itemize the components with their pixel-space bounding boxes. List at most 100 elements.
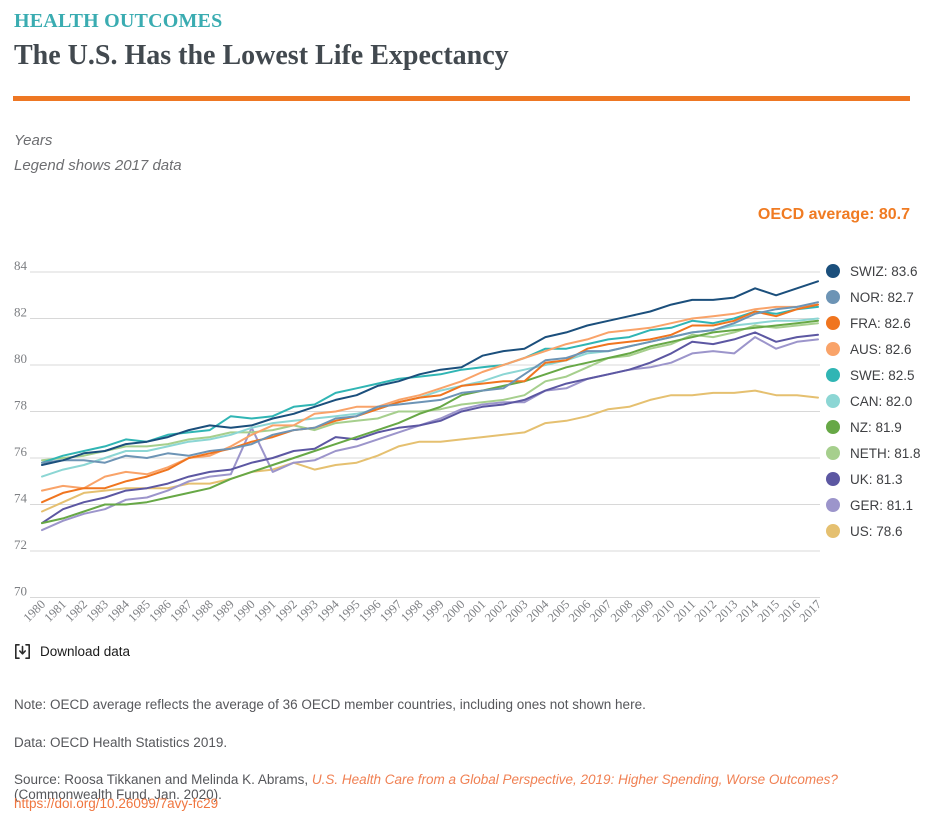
svg-text:2001: 2001 <box>461 597 489 625</box>
legend-item-NOR: NOR: 82.7 <box>826 284 921 310</box>
svg-text:74: 74 <box>14 491 28 506</box>
download-data-label: Download data <box>40 644 131 659</box>
series-line-GER <box>41 336 819 532</box>
svg-text:2008: 2008 <box>608 597 636 625</box>
grid <box>30 271 820 598</box>
legend-item-AUS: AUS: 82.6 <box>826 336 921 362</box>
legend-dot-US <box>826 524 840 538</box>
svg-text:1986: 1986 <box>146 597 174 625</box>
svg-text:1981: 1981 <box>42 597 70 625</box>
legend-dot-NZ <box>826 420 840 434</box>
svg-text:1988: 1988 <box>188 597 216 625</box>
legend-label-FRA: FRA: 82.6 <box>850 315 911 331</box>
svg-text:2006: 2006 <box>566 597 594 625</box>
legend-label-NETH: NETH: 81.8 <box>850 445 921 461</box>
doi-link[interactable]: https://doi.org/10.26099/7avy-fc29 <box>14 796 219 811</box>
legend-dot-SWE <box>826 368 840 382</box>
series-line-UK <box>41 331 819 525</box>
series-line-AUS <box>41 303 819 492</box>
series-line-US <box>41 389 819 513</box>
svg-text:1995: 1995 <box>335 597 363 625</box>
legend-label-AUS: AUS: 82.6 <box>850 341 912 357</box>
svg-text:2015: 2015 <box>755 597 783 625</box>
svg-text:1991: 1991 <box>251 597 279 625</box>
svg-text:78: 78 <box>14 398 27 413</box>
svg-text:2011: 2011 <box>671 597 698 624</box>
svg-text:2017: 2017 <box>797 597 825 625</box>
svg-text:2012: 2012 <box>692 597 720 625</box>
legend-dot-NOR <box>826 290 840 304</box>
y-axis-unit-label: Years <box>14 132 53 149</box>
legend-dot-UK <box>826 472 840 486</box>
footnote-source: Source: Roosa Tikkanen and Melinda K. Ab… <box>14 772 929 802</box>
legend-item-CAN: CAN: 82.0 <box>826 388 921 414</box>
svg-text:2002: 2002 <box>482 597 510 625</box>
source-prefix: Source: Roosa Tikkanen and Melinda K. Ab… <box>14 772 312 787</box>
legend-label-US: US: 78.6 <box>850 523 903 539</box>
footnote-note: Note: OECD average reflects the average … <box>14 697 646 712</box>
legend-dot-CAN <box>826 394 840 408</box>
svg-text:2010: 2010 <box>650 597 678 625</box>
svg-text:2000: 2000 <box>440 597 468 625</box>
download-data-button[interactable]: Download data <box>14 643 130 660</box>
svg-text:72: 72 <box>14 537 27 552</box>
svg-text:1997: 1997 <box>377 597 405 625</box>
svg-text:80: 80 <box>14 351 27 366</box>
svg-text:2016: 2016 <box>776 597 804 625</box>
legend-item-SWE: SWE: 82.5 <box>826 362 921 388</box>
svg-text:1996: 1996 <box>356 597 384 625</box>
series-line-SWIZ <box>41 280 819 466</box>
legend-dot-SWIZ <box>826 264 840 278</box>
svg-text:70: 70 <box>14 584 27 599</box>
legend-label-UK: UK: 81.3 <box>850 471 903 487</box>
footnote-data: Data: OECD Health Statistics 2019. <box>14 735 228 750</box>
legend-dot-NETH <box>826 446 840 460</box>
legend-dot-FRA <box>826 316 840 330</box>
y-axis-ticks: 70 72 74 76 78 80 82 84 <box>14 258 28 599</box>
legend-item-SWIZ: SWIZ: 83.6 <box>826 258 921 284</box>
legend-label-NOR: NOR: 82.7 <box>850 289 914 305</box>
legend-item-UK: UK: 81.3 <box>826 466 921 492</box>
svg-text:1989: 1989 <box>209 597 237 625</box>
legend-item-NETH: NETH: 81.8 <box>826 440 921 466</box>
legend-item-GER: GER: 81.1 <box>826 492 921 518</box>
svg-text:76: 76 <box>14 444 28 459</box>
svg-text:1982: 1982 <box>62 597 90 625</box>
legend-item-FRA: FRA: 82.6 <box>826 310 921 336</box>
source-suffix: (Commonwealth Fund, Jan. 2020). <box>14 787 222 802</box>
series-line-NZ <box>41 319 819 525</box>
svg-text:1987: 1987 <box>167 597 195 625</box>
svg-text:1985: 1985 <box>125 597 153 625</box>
chart-legend: SWIZ: 83.6 NOR: 82.7 FRA: 82.6 AUS: 82.6 SWE… <box>826 258 921 544</box>
legend-label-NZ: NZ: 81.9 <box>850 419 902 435</box>
svg-text:2005: 2005 <box>545 597 573 625</box>
svg-text:2009: 2009 <box>629 597 657 625</box>
svg-text:1980: 1980 <box>21 597 49 625</box>
legend-item-NZ: NZ: 81.9 <box>826 414 921 440</box>
legend-dot-GER <box>826 498 840 512</box>
svg-text:84: 84 <box>14 258 28 273</box>
svg-text:82: 82 <box>14 305 27 320</box>
page-title: The U.S. Has the Lowest Life Expectancy <box>14 40 509 71</box>
legend-label-SWIZ: SWIZ: 83.6 <box>850 263 918 279</box>
legend-note: Legend shows 2017 data <box>14 157 182 174</box>
download-icon <box>15 644 30 659</box>
oecd-average-annotation: OECD average: 80.7 <box>757 206 910 223</box>
svg-text:2003: 2003 <box>503 597 531 625</box>
svg-text:2013: 2013 <box>713 597 741 625</box>
x-axis-ticks: 1980198119821983198419851986198719881989… <box>21 597 825 625</box>
legend-label-GER: GER: 81.1 <box>850 497 914 513</box>
svg-text:1998: 1998 <box>398 597 426 625</box>
svg-text:1999: 1999 <box>419 597 447 625</box>
section-label: HEALTH OUTCOMES <box>14 10 223 32</box>
accent-divider <box>13 96 910 101</box>
source-citation-link[interactable]: U.S. Health Care from a Global Perspecti… <box>311 772 838 787</box>
legend-dot-AUS <box>826 342 840 356</box>
svg-text:1993: 1993 <box>293 597 321 625</box>
series-line-SWE <box>41 305 819 464</box>
svg-text:1983: 1983 <box>83 597 111 625</box>
legend-label-SWE: SWE: 82.5 <box>850 367 915 383</box>
svg-text:1990: 1990 <box>230 597 258 625</box>
svg-text:1992: 1992 <box>272 597 300 625</box>
